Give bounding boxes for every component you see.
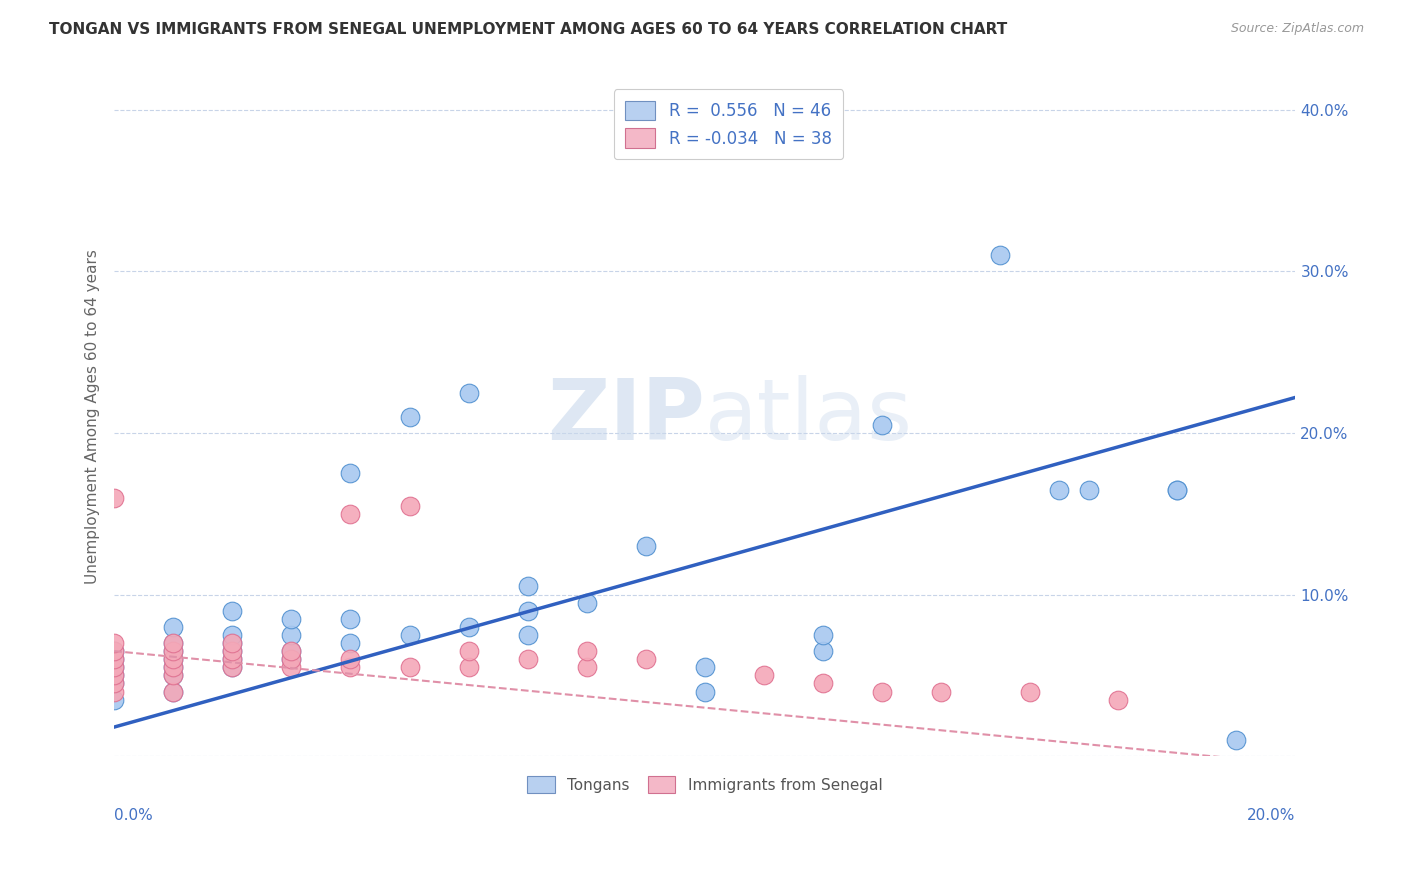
Point: [516, 604, 538, 618]
Text: ZIP: ZIP: [547, 376, 704, 458]
Point: [811, 676, 834, 690]
Point: [339, 660, 361, 674]
Point: [1166, 483, 1188, 497]
Point: [162, 652, 184, 666]
Point: [103, 652, 125, 666]
Point: [1077, 483, 1099, 497]
Point: [1107, 692, 1129, 706]
Legend: Tongans, Immigrants from Senegal: Tongans, Immigrants from Senegal: [522, 770, 889, 799]
Point: [398, 660, 420, 674]
Point: [398, 628, 420, 642]
Point: [221, 636, 243, 650]
Point: [103, 668, 125, 682]
Point: [221, 644, 243, 658]
Point: [575, 596, 598, 610]
Point: [339, 636, 361, 650]
Point: [162, 668, 184, 682]
Point: [280, 612, 302, 626]
Text: 0.0%: 0.0%: [114, 808, 153, 822]
Point: [575, 660, 598, 674]
Point: [162, 668, 184, 682]
Point: [103, 676, 125, 690]
Point: [634, 539, 657, 553]
Text: TONGAN VS IMMIGRANTS FROM SENEGAL UNEMPLOYMENT AMONG AGES 60 TO 64 YEARS CORRELA: TONGAN VS IMMIGRANTS FROM SENEGAL UNEMPL…: [49, 22, 1008, 37]
Point: [103, 692, 125, 706]
Point: [457, 385, 479, 400]
Point: [221, 652, 243, 666]
Point: [457, 620, 479, 634]
Point: [280, 660, 302, 674]
Point: [1047, 483, 1070, 497]
Point: [1225, 733, 1247, 747]
Point: [221, 636, 243, 650]
Point: [162, 660, 184, 674]
Point: [516, 579, 538, 593]
Point: [280, 644, 302, 658]
Point: [221, 604, 243, 618]
Point: [516, 628, 538, 642]
Point: [929, 684, 952, 698]
Text: 20.0%: 20.0%: [1247, 808, 1295, 822]
Point: [870, 417, 893, 432]
Point: [103, 644, 125, 658]
Point: [103, 652, 125, 666]
Point: [988, 248, 1011, 262]
Point: [221, 652, 243, 666]
Point: [339, 467, 361, 481]
Point: [162, 636, 184, 650]
Point: [693, 660, 716, 674]
Point: [103, 636, 125, 650]
Point: [162, 660, 184, 674]
Point: [693, 684, 716, 698]
Point: [103, 660, 125, 674]
Point: [221, 628, 243, 642]
Point: [811, 644, 834, 658]
Point: [339, 612, 361, 626]
Point: [339, 507, 361, 521]
Y-axis label: Unemployment Among Ages 60 to 64 years: Unemployment Among Ages 60 to 64 years: [86, 250, 100, 584]
Point: [103, 644, 125, 658]
Point: [280, 644, 302, 658]
Point: [457, 660, 479, 674]
Point: [103, 676, 125, 690]
Point: [280, 628, 302, 642]
Point: [398, 499, 420, 513]
Point: [103, 668, 125, 682]
Point: [221, 660, 243, 674]
Point: [162, 644, 184, 658]
Point: [811, 628, 834, 642]
Point: [162, 684, 184, 698]
Point: [398, 409, 420, 424]
Text: Source: ZipAtlas.com: Source: ZipAtlas.com: [1230, 22, 1364, 36]
Point: [103, 660, 125, 674]
Point: [162, 684, 184, 698]
Point: [339, 652, 361, 666]
Point: [870, 684, 893, 698]
Point: [162, 636, 184, 650]
Point: [221, 660, 243, 674]
Point: [103, 491, 125, 505]
Point: [575, 644, 598, 658]
Point: [634, 652, 657, 666]
Point: [280, 652, 302, 666]
Point: [162, 620, 184, 634]
Point: [221, 644, 243, 658]
Point: [1018, 684, 1040, 698]
Point: [457, 644, 479, 658]
Point: [516, 652, 538, 666]
Point: [1166, 483, 1188, 497]
Point: [752, 668, 775, 682]
Point: [162, 644, 184, 658]
Point: [280, 652, 302, 666]
Point: [103, 684, 125, 698]
Text: atlas: atlas: [704, 376, 912, 458]
Point: [162, 652, 184, 666]
